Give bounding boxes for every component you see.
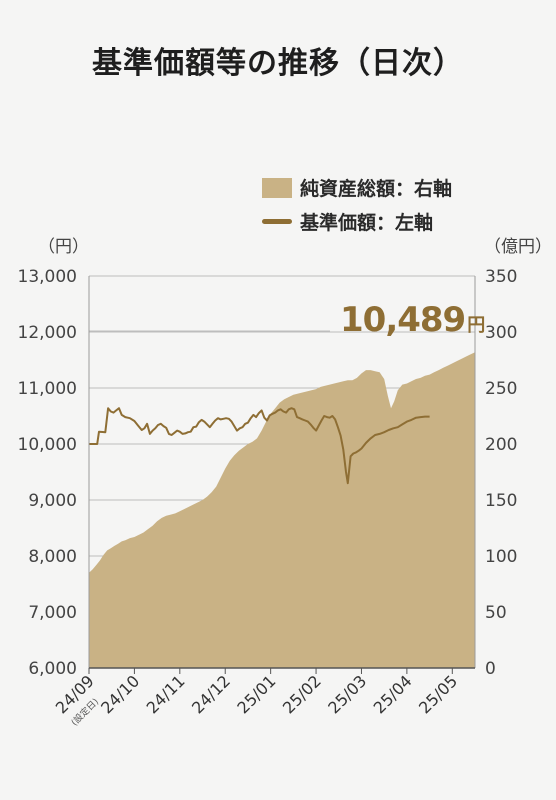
latest-nav-callout: 10,489 円 bbox=[340, 300, 485, 340]
net-assets-area bbox=[89, 352, 475, 668]
right-tick-label: 150 bbox=[485, 491, 517, 511]
x-tick-label: 25/05 bbox=[415, 671, 461, 717]
right-axis-unit: （億円） bbox=[484, 237, 552, 257]
x-tick-label: 25/04 bbox=[370, 671, 416, 717]
x-tick-label: 25/03 bbox=[324, 671, 370, 717]
x-tick-label: 24/10 bbox=[97, 671, 143, 717]
left-tick-label: 8,000 bbox=[28, 547, 77, 567]
legend-item-nav: 基準価額：左軸 bbox=[262, 208, 433, 235]
right-tick-label: 50 bbox=[485, 603, 507, 623]
left-tick-label: 13,000 bbox=[18, 267, 77, 287]
legend-label-net-assets: 純資産総額：右軸 bbox=[300, 178, 453, 200]
legend-swatch-area bbox=[262, 178, 292, 198]
right-tick-label: 250 bbox=[485, 379, 517, 399]
left-tick-label: 6,000 bbox=[28, 659, 77, 679]
x-tick-label: 25/02 bbox=[279, 671, 325, 717]
right-tick-label: 100 bbox=[485, 547, 517, 567]
legend-label-nav: 基準価額：左軸 bbox=[300, 212, 434, 234]
latest-nav-unit: 円 bbox=[467, 315, 486, 336]
left-tick-label: 9,000 bbox=[28, 491, 77, 511]
left-tick-label: 7,000 bbox=[28, 603, 77, 623]
right-tick-label: 0 bbox=[485, 659, 496, 679]
x-tick-label: 24/12 bbox=[188, 671, 234, 717]
x-tick-label: 24/11 bbox=[143, 671, 189, 717]
chart-title: 基準価額等の推移（日次） bbox=[92, 46, 464, 81]
left-axis-unit: （円） bbox=[38, 237, 89, 257]
right-tick-label: 350 bbox=[485, 267, 517, 287]
left-tick-label: 12,000 bbox=[18, 323, 77, 343]
left-tick-label: 11,000 bbox=[18, 379, 77, 399]
left-tick-label: 10,000 bbox=[18, 435, 77, 455]
right-tick-label: 300 bbox=[485, 323, 517, 343]
right-tick-label: 200 bbox=[485, 435, 517, 455]
legend-item-net-assets: 純資産総額：右軸 bbox=[262, 174, 452, 201]
x-tick-label: 25/01 bbox=[233, 671, 279, 717]
latest-nav-value: 10,489 bbox=[340, 300, 466, 340]
nav-line bbox=[89, 407, 430, 485]
legend-swatch-line bbox=[262, 219, 292, 224]
